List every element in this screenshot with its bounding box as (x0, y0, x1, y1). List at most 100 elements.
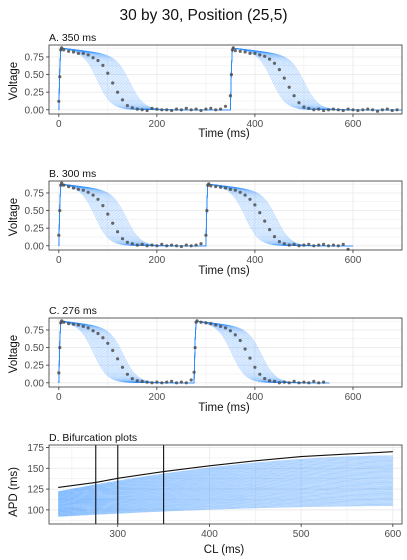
panel-d-xtick-label: 300 (109, 529, 126, 540)
panel-c-observed-point (228, 329, 232, 333)
panel-b-observed-point (81, 188, 85, 192)
panel-c-observed-point (272, 379, 277, 383)
panel-c-xtick-label: 400 (247, 392, 264, 403)
panel-d-sim-curve (58, 498, 393, 514)
panel-b-observed-point (67, 185, 71, 189)
panel-a-xtick-label: 600 (345, 119, 362, 130)
panel-a-sim-trace (58, 47, 402, 111)
panel-a-observed-point (317, 107, 321, 111)
panel-a-observed-point (223, 104, 228, 108)
panel-a-observed-point (86, 53, 90, 57)
panel-d-sim-curve (58, 496, 393, 513)
panel-c-ytick-label: 0.50 (25, 343, 45, 354)
panel-b-observed-point (272, 235, 277, 239)
panel-b-observed-point (120, 237, 125, 241)
panel-c-observed-point (140, 379, 144, 383)
panel-d-sim-curve (58, 503, 393, 517)
panel-b-observed-point (170, 243, 174, 247)
panel-c-xlabel: Time (ms) (198, 402, 249, 414)
panel-d-sim-curve (58, 469, 393, 500)
panel-d-sim-curve (58, 465, 393, 497)
panel-d-sim-curve (58, 470, 393, 500)
panel-a-observed-point (199, 108, 203, 113)
panel-a-title: A. 350 ms (49, 32, 96, 44)
panel-a-observed-point (366, 107, 370, 111)
panel-a-observed-point (58, 75, 62, 79)
panel-a: A. 350 ms Voltage Time (ms) 0 200 400 600 0.… (8, 32, 403, 140)
panel-a-sim-trace (58, 47, 402, 111)
panel-c-title: C. 276 ms (49, 305, 97, 317)
panel-b-observed-point (341, 242, 345, 246)
panel-a-observed-point (228, 94, 232, 98)
panel-a-observed-point (312, 108, 316, 112)
panel-a-observed-point (302, 105, 306, 109)
panel-b-observed-point (57, 233, 61, 237)
panel-a-observed-point (184, 106, 188, 110)
panel-b: B. 300 ms Voltage Time (ms) 0 200 400 600 0.… (8, 168, 403, 277)
panel-a-sim-trace (58, 47, 402, 111)
panel-b-observed-point (179, 244, 183, 249)
panel-b-observed-point (268, 228, 272, 232)
panel-d-sim-curve (58, 468, 393, 499)
panel-a-observed-point (351, 108, 355, 112)
panel-c-ytick-label: 0.00 (25, 378, 45, 389)
panel-a-observed-point (336, 108, 340, 112)
panel-c-xtick-label: 0 (56, 392, 62, 403)
panel-a-observed-point (375, 109, 380, 113)
panel-a-observed-point (111, 81, 115, 85)
panel-b-observed-point (238, 190, 242, 194)
panel-c-observed-point (62, 320, 66, 324)
panel-c-observed-point (125, 372, 129, 376)
panel-d-sim-curve (58, 501, 393, 515)
panel-d-sim-curve (58, 462, 393, 496)
panel-c-observed-point (277, 381, 281, 385)
panel-a-sim-trace (58, 47, 402, 111)
panel-d-xtick-label: 400 (201, 529, 218, 540)
panel-a-sim-trace (58, 47, 402, 111)
panel-c-observed-point (155, 380, 159, 384)
panel-b-ytick-label: 0.50 (25, 206, 45, 217)
panel-a-sim-trace (58, 47, 402, 111)
panel-a-observed-point (361, 108, 365, 112)
panel-c-observed-point (204, 321, 208, 325)
panel-a-sim-trace (58, 47, 402, 111)
panel-d-ytick-label: 175 (27, 443, 44, 454)
panel-d-xlabel: CL (ms) (204, 544, 245, 556)
panel-a-observed-point (346, 107, 350, 111)
panel-c-observed-point (195, 319, 199, 323)
panel-a-observed-point (307, 106, 311, 110)
panel-a-sim-trace (58, 47, 402, 111)
panel-b-observed-point (219, 185, 223, 189)
panel-c-observed-point (86, 326, 90, 330)
panel-c-observed-point (243, 347, 247, 351)
panel-a-sim-trace (58, 47, 402, 111)
panel-a-observed-point (322, 108, 326, 113)
panel-b-observed-point (223, 186, 228, 190)
panel-c-ytick-label: 0.75 (25, 325, 45, 336)
panel-b-ylabel: Voltage (8, 198, 20, 236)
panel-b-observed-point (62, 183, 66, 187)
panel-d-sim-curve (58, 461, 393, 495)
panel-b-observed-point (96, 197, 100, 201)
panel-d-sim-curve (58, 475, 393, 503)
panel-c-observed-point (263, 377, 267, 381)
panel-d-title: D. Bifurcation plots (49, 432, 137, 444)
panel-c-observed-point (253, 365, 257, 369)
panel-d-sim-curve (58, 495, 393, 512)
panel-a-xtick-label: 0 (56, 119, 62, 130)
panel-c-observed-point (268, 379, 272, 383)
panel-c-xtick-label: 600 (345, 392, 362, 403)
panel-a-sim-trace (58, 47, 402, 111)
panel-b-observed-point (155, 244, 159, 248)
panel-d-sim-curve (58, 457, 393, 494)
panel-d-sim-curve (58, 478, 393, 504)
panel-c-observed-point (238, 338, 242, 343)
panel-b-observed-point (58, 209, 62, 213)
figure-title: 30 by 30, Position (25,5) (119, 7, 287, 24)
panel-c-observed-point (111, 348, 115, 352)
panel-b-observed-point (331, 243, 335, 247)
panel-a-xtick-label: 400 (247, 119, 264, 130)
panel-b-plot: 0 200 400 600 0.00 0.25 0.50 0.75 (25, 180, 403, 266)
panel-c-observed-point (101, 336, 105, 340)
panel-b-observed-point (135, 243, 139, 247)
